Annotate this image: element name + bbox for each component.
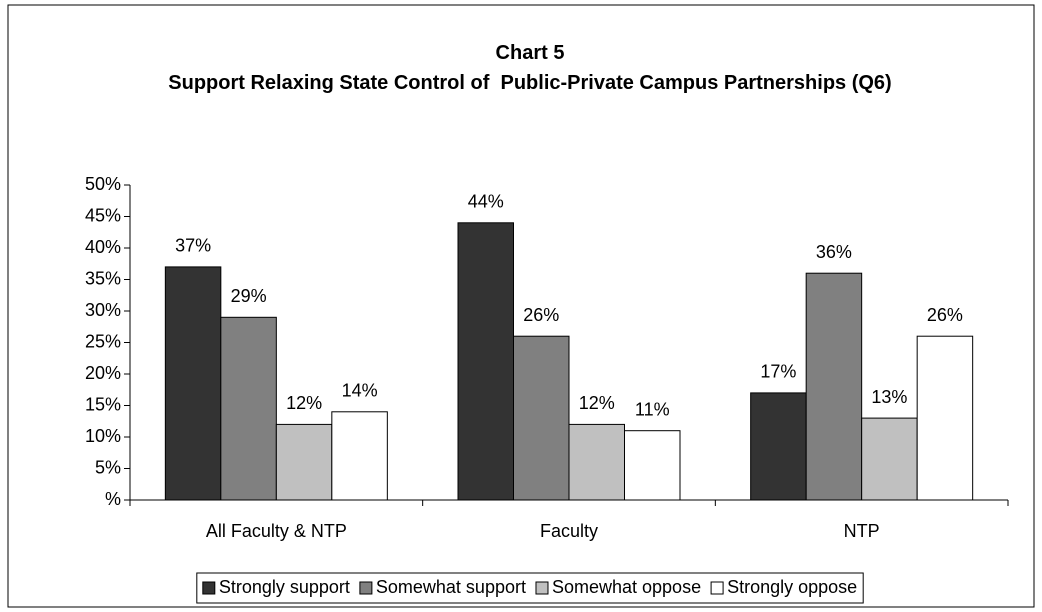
bar (861, 417, 918, 501)
y-tick-label: 25% (85, 331, 121, 351)
legend-label: Somewhat support (376, 577, 526, 597)
bar (624, 430, 681, 501)
legend-label: Strongly oppose (727, 577, 857, 597)
x-tick-label: NTP (844, 521, 880, 541)
y-tick-label: 50% (85, 174, 121, 194)
x-tick-label: All Faculty & NTP (206, 521, 347, 541)
y-tick-label: 5% (95, 457, 121, 477)
y-tick-label: 30% (85, 300, 121, 320)
data-label: 12% (579, 393, 615, 413)
data-label: 29% (231, 286, 267, 306)
data-label: 44% (468, 192, 504, 212)
y-tick-label: 35% (85, 268, 121, 288)
legend-swatch (202, 581, 216, 595)
y-tick-label: % (105, 489, 121, 509)
chart-subtitle: Support Relaxing State Control of Public… (168, 72, 892, 94)
data-label: 12% (286, 393, 322, 413)
data-label: 14% (342, 381, 378, 401)
titles: Chart 5 Support Relaxing State Control o… (150, 38, 910, 98)
y-tick-label: 10% (85, 426, 121, 446)
y-tick-label: 15% (85, 394, 121, 414)
bar (164, 266, 222, 501)
y-tick-label: 40% (85, 237, 121, 257)
legend-label: Strongly support (219, 577, 350, 597)
data-label: 11% (635, 399, 670, 419)
data-label: 17% (760, 362, 796, 382)
legend-swatch (710, 581, 724, 595)
legend-swatch (535, 581, 549, 595)
bar (275, 423, 333, 501)
data-label: 37% (175, 236, 211, 256)
chart-title: Chart 5 (495, 42, 565, 64)
data-label: 26% (523, 305, 559, 325)
y-tick-label: 45% (85, 205, 121, 225)
bar (568, 423, 625, 501)
bar (220, 316, 277, 501)
bar (916, 335, 974, 501)
bar (513, 335, 570, 501)
data-label: 36% (816, 242, 852, 262)
data-label: 26% (927, 305, 963, 325)
x-tick-label: Faculty (540, 521, 598, 541)
legend-box (196, 572, 864, 604)
legend-label: Somewhat oppose (552, 577, 701, 597)
legend-swatch (359, 581, 373, 595)
bar (750, 392, 807, 501)
bar (457, 222, 514, 501)
bar (331, 411, 388, 501)
bar (805, 272, 863, 501)
y-tick-label: 20% (85, 363, 121, 383)
data-label: 13% (871, 387, 907, 407)
